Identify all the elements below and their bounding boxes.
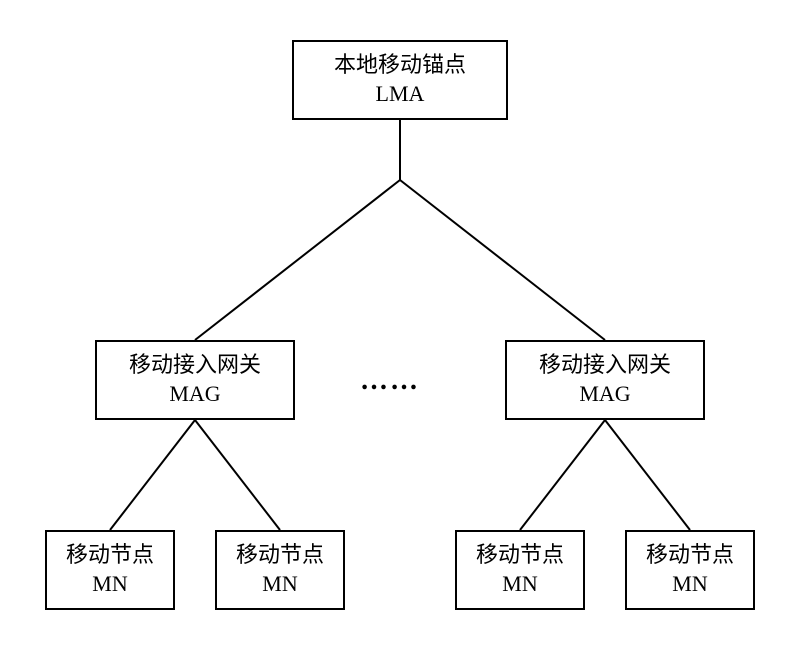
mn-label-en: MN — [92, 570, 127, 599]
ellipsis-dots: …… — [360, 365, 420, 397]
mn-node-4: 移动节点 MN — [625, 530, 755, 610]
mn-label-cn: 移动节点 — [476, 541, 564, 570]
mn-node-3: 移动节点 MN — [455, 530, 585, 610]
mn-label-en: MN — [502, 570, 537, 599]
mn-label-cn: 移动节点 — [236, 541, 324, 570]
mag-label-cn: 移动接入网关 — [539, 351, 671, 380]
mag-label-cn: 移动接入网关 — [129, 351, 261, 380]
mag-label-en: MAG — [169, 380, 220, 409]
mn-label-cn: 移动节点 — [66, 541, 154, 570]
mag-node-right: 移动接入网关 MAG — [505, 340, 705, 420]
lma-label-en: LMA — [376, 80, 425, 109]
mn-label-cn: 移动节点 — [646, 541, 734, 570]
mn-node-2: 移动节点 MN — [215, 530, 345, 610]
mn-node-1: 移动节点 MN — [45, 530, 175, 610]
lma-node: 本地移动锚点 LMA — [292, 40, 508, 120]
mn-label-en: MN — [262, 570, 297, 599]
mag-label-en: MAG — [579, 380, 630, 409]
mn-label-en: MN — [672, 570, 707, 599]
lma-label-cn: 本地移动锚点 — [334, 51, 466, 80]
mag-node-left: 移动接入网关 MAG — [95, 340, 295, 420]
